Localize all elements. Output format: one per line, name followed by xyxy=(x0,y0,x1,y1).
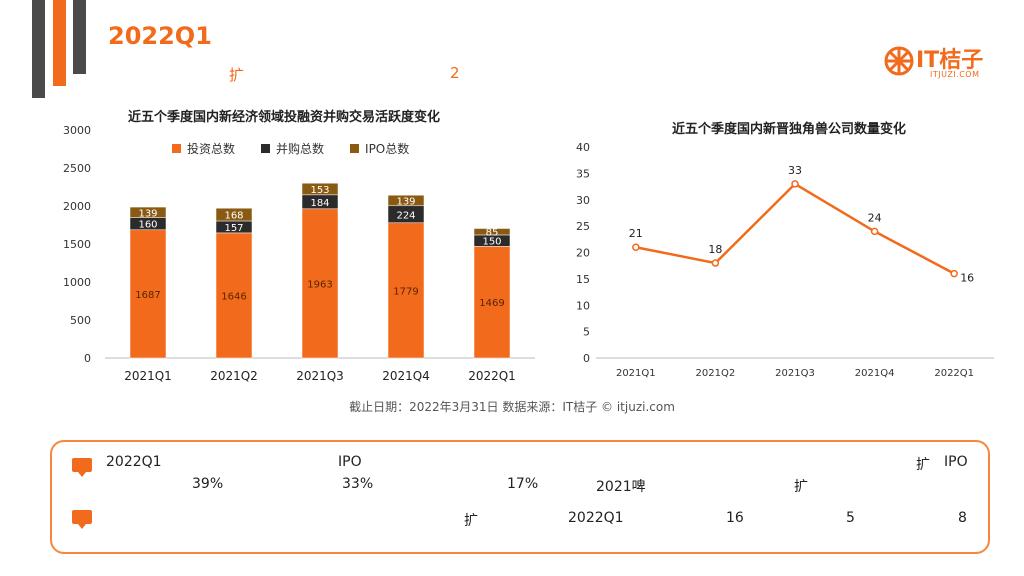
summary-text: 8 xyxy=(958,510,967,526)
bar-segment xyxy=(387,194,425,207)
summary-text: 2022Q1 xyxy=(568,510,624,526)
y-tick-label: 0 xyxy=(84,352,91,365)
bar-segment xyxy=(129,206,167,218)
y-tick-label: 1500 xyxy=(63,238,91,251)
bar-value-label: 1469 xyxy=(479,298,504,309)
x-tick-label: 2022Q1 xyxy=(934,368,974,379)
y-tick-label: 10 xyxy=(576,299,590,312)
data-point xyxy=(791,180,799,188)
bar-segment xyxy=(387,222,425,359)
x-tick-label: 2021Q4 xyxy=(382,369,430,383)
x-tick-label: 2021Q4 xyxy=(855,368,895,379)
bar-value-label: 184 xyxy=(310,198,329,209)
x-tick-label: 2022Q1 xyxy=(468,369,516,383)
data-point xyxy=(950,269,958,278)
bar-value-label: 139 xyxy=(396,196,415,207)
bar-segment xyxy=(129,229,167,359)
page-title: 2022Q1 xyxy=(108,22,212,50)
logo-url: ITJUZI.COM xyxy=(930,70,980,79)
bar-segment xyxy=(473,228,511,236)
bar-value-label: 1687 xyxy=(135,290,160,301)
logo-text: IT桔子 xyxy=(916,48,984,73)
y-tick-label: 20 xyxy=(576,247,590,260)
summary-text: 2021啤 xyxy=(596,479,646,495)
bar-value-label: 224 xyxy=(396,210,415,221)
summary-text: 扩 xyxy=(464,513,478,529)
y-tick-label: 0 xyxy=(583,352,590,365)
y-tick-label: 1000 xyxy=(63,276,91,289)
legend-merger: 并购总数 xyxy=(261,140,324,157)
data-point xyxy=(870,227,879,236)
data-label: 18 xyxy=(708,243,722,256)
comment-bubble-icon xyxy=(72,458,92,477)
summary-text: 39% xyxy=(192,476,224,492)
bar-value-label: 1779 xyxy=(393,286,418,297)
y-tick-label: 25 xyxy=(576,220,590,233)
subtitle-char: 扩 xyxy=(229,66,245,84)
x-tick-label: 2021Q3 xyxy=(775,368,815,379)
y-tick-label: 15 xyxy=(576,273,590,286)
bar-value-label: 168 xyxy=(224,211,243,222)
bar-chart-title: 近五个季度国内新经济领域投融资并购交易活跃度变化 xyxy=(128,110,441,125)
data-label: 24 xyxy=(868,211,882,224)
bar-value-label: 150 xyxy=(482,237,501,248)
itjuzi-logo: IT桔子 ITJUZI.COM xyxy=(884,44,996,80)
x-tick-label: 2021Q2 xyxy=(696,368,736,379)
data-point xyxy=(711,259,720,267)
comment-bubble-icon xyxy=(72,510,92,529)
bar-segment xyxy=(215,232,253,359)
bar-chart-legend: 投资总数 并购总数 IPO总数 xyxy=(172,140,409,157)
x-tick-label: 2021Q3 xyxy=(296,369,344,383)
y-tick-label: 35 xyxy=(576,167,590,180)
data-label: 33 xyxy=(788,164,802,177)
legend-invest: 投资总数 xyxy=(172,140,235,157)
summary-text: 5 xyxy=(846,510,855,526)
deco-bar-dark-1 xyxy=(32,0,45,98)
bar-value-label: 1646 xyxy=(221,291,246,302)
summary-text: 17% xyxy=(507,476,539,492)
bar-segment xyxy=(473,246,511,359)
bar-segment xyxy=(301,182,339,196)
summary-text: 扩 xyxy=(916,457,930,473)
bar-value-label: 1963 xyxy=(307,279,332,290)
bar-value-label: 157 xyxy=(224,223,243,234)
y-tick-label: 5 xyxy=(583,326,590,339)
legend-ipo: IPO总数 xyxy=(350,140,409,157)
subtitle-num: 2 xyxy=(450,64,460,82)
summary-text: 16 xyxy=(726,510,744,526)
line-chart-title: 近五个季度国内新晋独角兽公司数量变化 xyxy=(672,122,907,137)
y-tick-label: 3000 xyxy=(63,124,91,137)
orange-slice-icon xyxy=(884,46,914,76)
bar-segment xyxy=(215,207,253,222)
summary-text: 扩 xyxy=(794,479,808,495)
y-tick-label: 500 xyxy=(70,314,91,327)
summary-text: 33% xyxy=(342,476,374,492)
bar-value-label: 139 xyxy=(138,208,157,219)
deco-bar-dark-2 xyxy=(73,0,86,74)
y-tick-label: 2000 xyxy=(63,200,91,213)
line-chart: 0 5 10 15 20 25 30 35 40 21 2021Q1 18 2021Q2 33 2021Q3… xyxy=(576,141,994,379)
summary-box: 2022Q1 IPO 扩 IPO 39% 33% 17% 2021啤 扩 扩 2… xyxy=(50,440,990,554)
data-label: 21 xyxy=(629,227,643,240)
x-tick-label: 2021Q1 xyxy=(616,368,656,379)
y-tick-label: 2500 xyxy=(63,162,91,175)
y-tick-label: 30 xyxy=(576,194,590,207)
x-tick-label: 2021Q1 xyxy=(124,369,172,383)
bar-value-label: 160 xyxy=(138,220,157,231)
bar-chart: 05001000150020002500300016871601392021Q1… xyxy=(63,124,535,383)
data-point xyxy=(632,243,640,251)
y-tick-label: 40 xyxy=(576,141,590,154)
bar-value-label: 85 xyxy=(486,228,499,239)
series-line xyxy=(635,182,955,275)
deco-bar-orange xyxy=(53,0,66,86)
summary-text: 2022Q1 xyxy=(106,454,162,470)
data-label: 16 xyxy=(960,272,974,285)
data-source-note: 截止日期：2022年3月31日 数据来源：IT桔子 © itjuzi.com xyxy=(349,400,675,414)
summary-text: IPO xyxy=(944,454,968,470)
summary-text: IPO xyxy=(338,454,362,470)
bar-value-label: 153 xyxy=(310,185,329,196)
x-tick-label: 2021Q2 xyxy=(210,369,258,383)
